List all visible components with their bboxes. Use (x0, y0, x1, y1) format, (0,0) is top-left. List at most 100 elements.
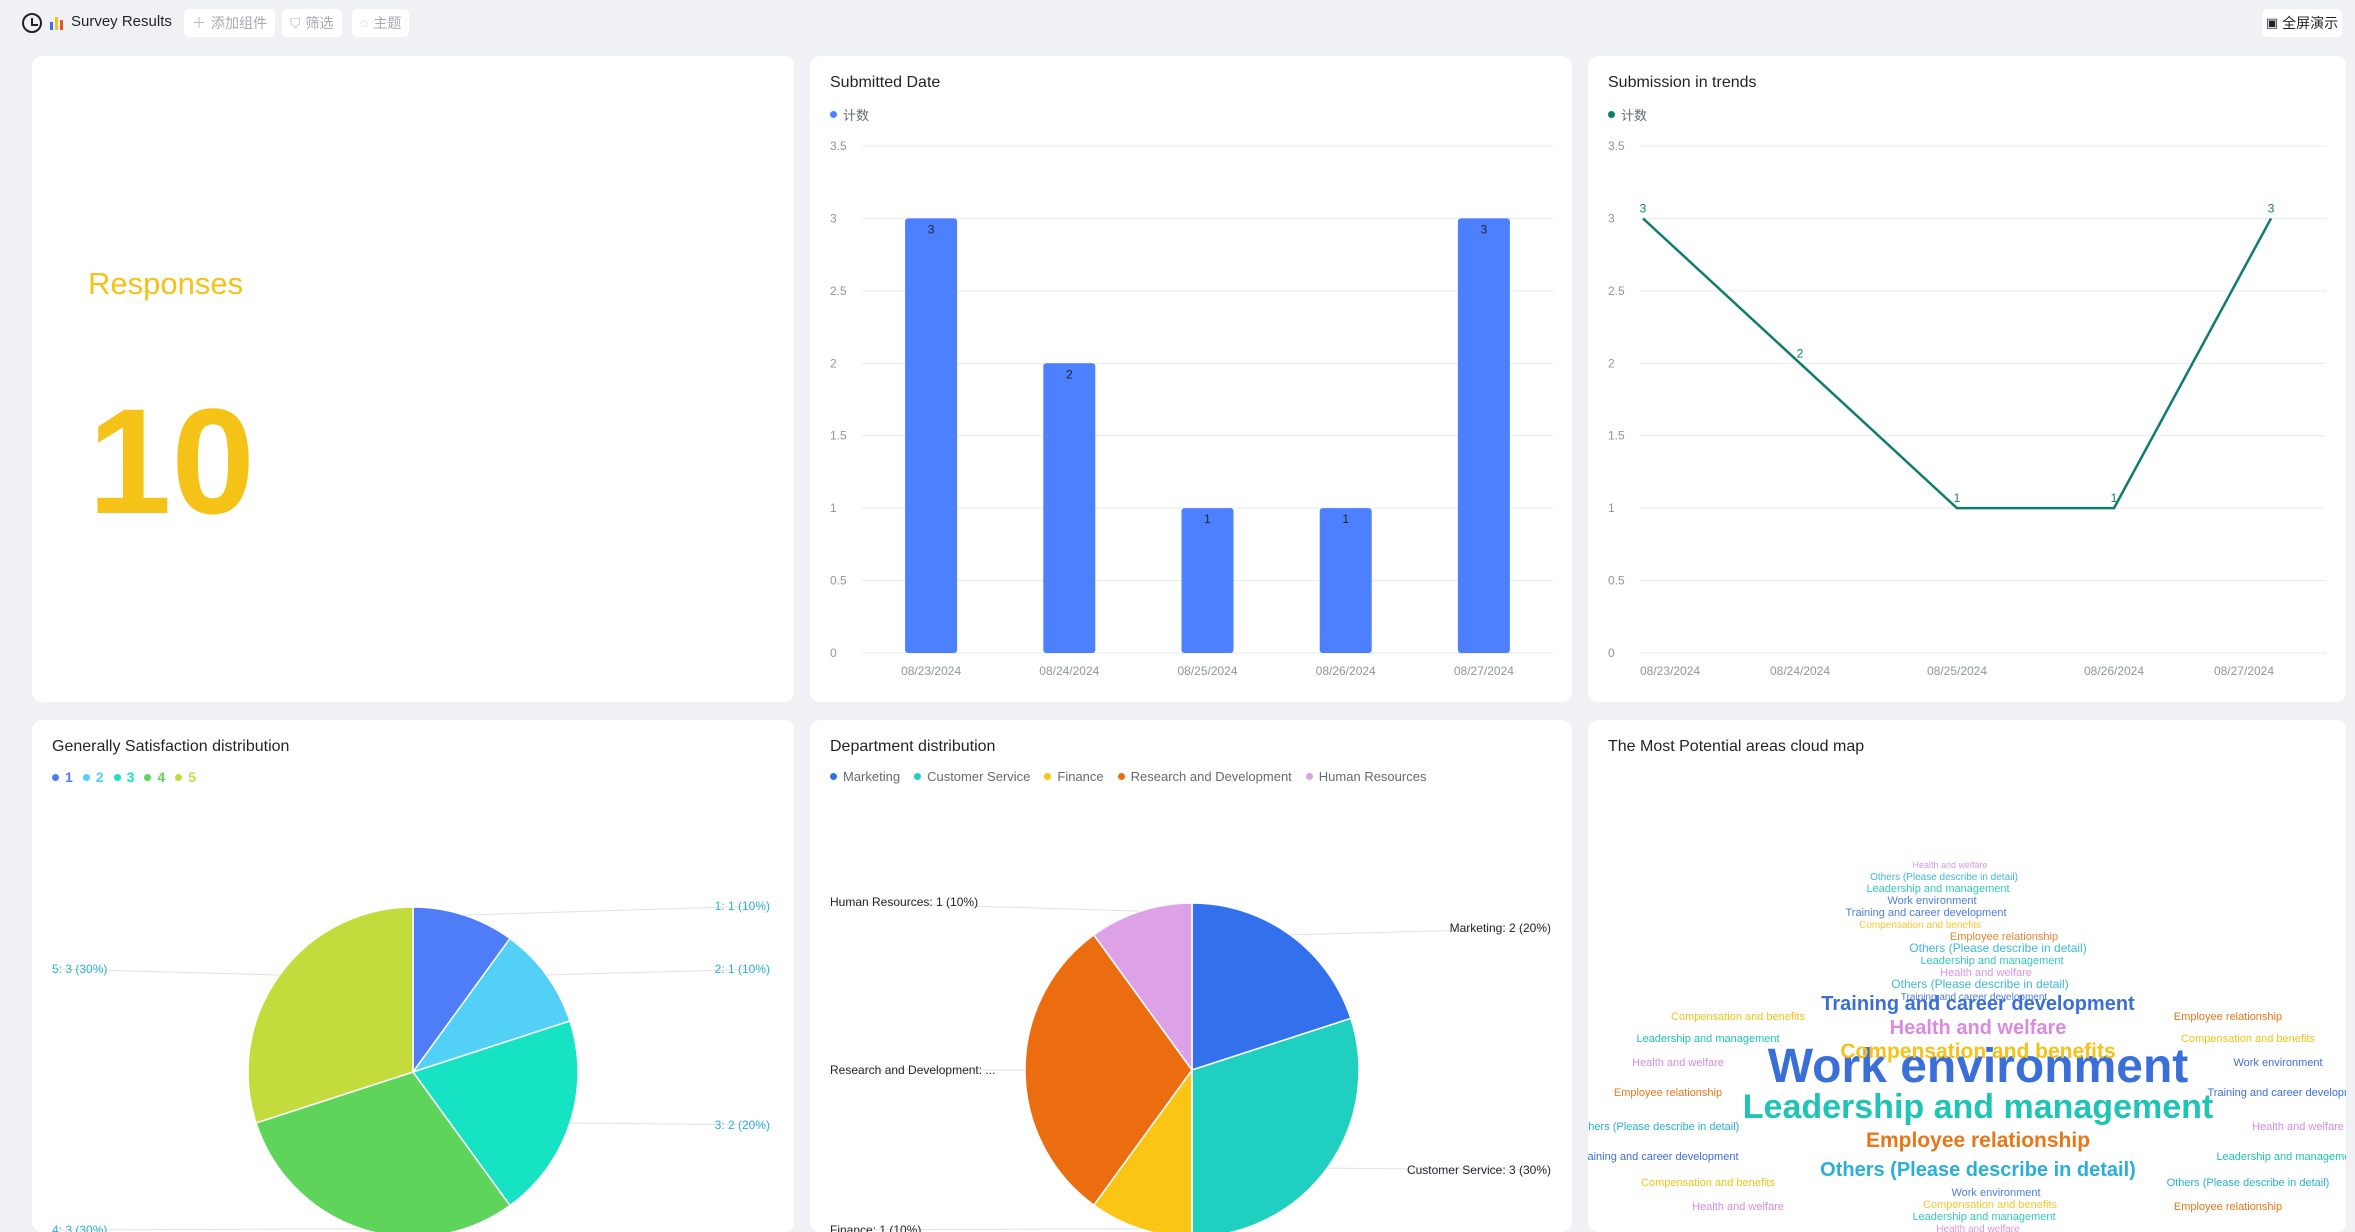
cloud-word: Training and career development (1821, 993, 2135, 1015)
series-line (1642, 217, 2273, 510)
cloud-word: Employee relationship (1614, 1087, 1722, 1099)
point-value-label: 3 (1640, 201, 1647, 215)
metric-label: Responses (88, 266, 244, 301)
bar-chart: 0 0.5 1 1.5 2 2.5 3 3.5 3 08/23/2024 2 08/24/2024 1 0… (830, 139, 1553, 678)
cloud-word: Work environment (1887, 895, 1976, 907)
slice-label: Research and Development: ... (830, 1063, 995, 1077)
submitted-date-card[interactable]: Submitted Date 计数 0 0.5 1 1.5 2 2.5 3 3.5 3 08/23… (810, 56, 1572, 702)
cloud-word: Training and career development (1845, 907, 2006, 919)
cloud-word: Compensation and benefits (1923, 1199, 2057, 1211)
x-tick-label: 08/24/2024 (1770, 664, 1830, 678)
y-tick-label: 3 (1608, 211, 1615, 225)
cloud-word: Compensation and benefits (1641, 1177, 1775, 1189)
legend-item[interactable]: Customer Service (914, 769, 1030, 784)
cloud-word: Leadership and management (2216, 1151, 2346, 1163)
x-tick-label: 08/23/2024 (1640, 664, 1700, 678)
card-title: Generally Satisfaction distribution (52, 738, 290, 755)
y-tick-label: 2 (1608, 356, 1615, 370)
x-tick-label: 08/27/2024 (2214, 664, 2274, 678)
plus-icon: ＋ (192, 15, 206, 31)
cloud-word: Training and career development (2207, 1087, 2346, 1099)
legend-dot-icon (144, 773, 152, 781)
slice-label: 1: 1 (10%) (715, 899, 770, 913)
legend-label: 1 (65, 769, 73, 785)
slice-label: Customer Service: 3 (30%) (1407, 1163, 1551, 1177)
legend-item[interactable]: 2 (82, 769, 104, 785)
legend-item[interactable]: Research and Development (1117, 769, 1292, 784)
department-card[interactable]: Department distribution Marketing Custome… (810, 720, 1572, 1232)
slice-label: Marketing: 2 (20%) (1450, 921, 1551, 935)
fullscreen-button[interactable]: ▣ 全屏演示 (2262, 9, 2342, 37)
cloud-word: Compensation and benefits (1671, 1011, 1805, 1023)
theme-label: 主题 (373, 15, 402, 31)
bar (1181, 508, 1234, 653)
submission-trends-card[interactable]: Submission in trends 计数 0 0.5 1 1.5 2 2.5 3 3.5… (1588, 56, 2346, 702)
bar (1043, 363, 1096, 653)
label-leader-line (546, 968, 765, 976)
legend-dot-icon (914, 773, 922, 780)
x-tick-label: 08/23/2024 (901, 664, 961, 678)
y-tick-label: 2 (830, 356, 837, 370)
cloud-word: Leadership and management (1636, 1033, 1779, 1045)
pie-slice (1092, 1067, 1193, 1232)
y-tick-label: 3.5 (830, 139, 847, 153)
card-title: Department distribution (830, 738, 996, 755)
filter-label: 筛选 (305, 15, 334, 31)
top-toolbar: Survey Results ＋ 添加组件 ⛉ 筛选 ◌ 主题 ▣ 全屏演示 (0, 0, 2355, 46)
legend-dot-icon (1044, 773, 1052, 780)
legend-item[interactable]: Marketing (830, 769, 900, 784)
responses-metric-card[interactable]: Responses 10 (32, 56, 794, 702)
legend-item[interactable]: 3 (113, 769, 134, 785)
chart-legend: 计数 (830, 105, 869, 124)
legend-label: 5 (188, 769, 196, 785)
legend-dot-icon (82, 773, 90, 781)
cloud-word: Compensation and benefits (1859, 920, 1981, 931)
cloud-word: Compensation and benefits (2181, 1033, 2315, 1045)
cloud-word: Others (Please describe in detail) (1820, 1159, 2136, 1181)
cloud-word: Leadership and management (1743, 1088, 2213, 1126)
slice-label: Finance: 1 (10%) (830, 1223, 921, 1232)
label-leader-line (1290, 927, 1546, 936)
presentation-icon: ▣ (2265, 15, 2279, 30)
legend-item[interactable]: Finance (1044, 769, 1104, 784)
y-tick-label: 1.5 (830, 429, 847, 443)
pie-slice (1191, 902, 1352, 1072)
legend-item[interactable]: 4 (144, 769, 165, 785)
point-value-label: 1 (2111, 491, 2118, 505)
label-leader-line (1327, 1167, 1546, 1171)
y-tick-label: 0.5 (830, 574, 847, 588)
cloud-word: Others (Please describe in detail) (1588, 1121, 1739, 1133)
satisfaction-card[interactable]: Generally Satisfaction distribution 1 2 3 4… (32, 720, 794, 1232)
history-icon[interactable] (22, 13, 42, 33)
card-title: The Most Potential areas cloud map (1608, 738, 1865, 755)
legend-item[interactable]: Human Resources (1305, 769, 1426, 784)
cloud-word: Employee relationship (1866, 1129, 2090, 1152)
fullscreen-label: 全屏演示 (2282, 15, 2339, 31)
point-value-label: 2 (1797, 346, 1804, 360)
chart-legend: 计数 (1608, 105, 1647, 124)
legend-item[interactable]: 计数 (830, 105, 869, 124)
y-tick-label: 1.5 (1608, 429, 1625, 443)
filter-button[interactable]: ⛉ 筛选 (282, 9, 342, 37)
cloud-word: Employee relationship (1950, 931, 2058, 943)
x-tick-label: 08/26/2024 (1316, 664, 1376, 678)
cloud-word: Leadership and management (1866, 883, 2009, 895)
word-cloud-card[interactable]: The Most Potential areas cloud map Work … (1588, 720, 2346, 1232)
cloud-word: Health and welfare (1692, 1201, 1784, 1213)
legend-item[interactable]: 计数 (1608, 105, 1647, 124)
point-value-label: 3 (2268, 201, 2275, 215)
add-component-button[interactable]: ＋ 添加组件 (184, 9, 275, 37)
cloud-word: Health and welfare (1912, 860, 1987, 870)
y-tick-label: 3.5 (1608, 139, 1625, 153)
legend-item[interactable]: 1 (52, 769, 73, 785)
cloud-word: Training and career development (1901, 992, 2048, 1003)
legend-item[interactable]: 5 (175, 769, 196, 785)
y-tick-label: 3 (830, 211, 837, 225)
legend-dot-icon (830, 111, 837, 118)
bar-value-label: 2 (1066, 367, 1073, 381)
line-chart: 0 0.5 1 1.5 2 2.5 3 3.5 3 08/23/2024 2 08/24/2024 1 0… (1608, 139, 2326, 678)
bar-value-label: 3 (1481, 222, 1488, 236)
x-tick-label: 08/27/2024 (1454, 664, 1514, 678)
filter-icon: ⛉ (290, 14, 301, 31)
theme-button[interactable]: ◌ 主题 (352, 9, 410, 37)
